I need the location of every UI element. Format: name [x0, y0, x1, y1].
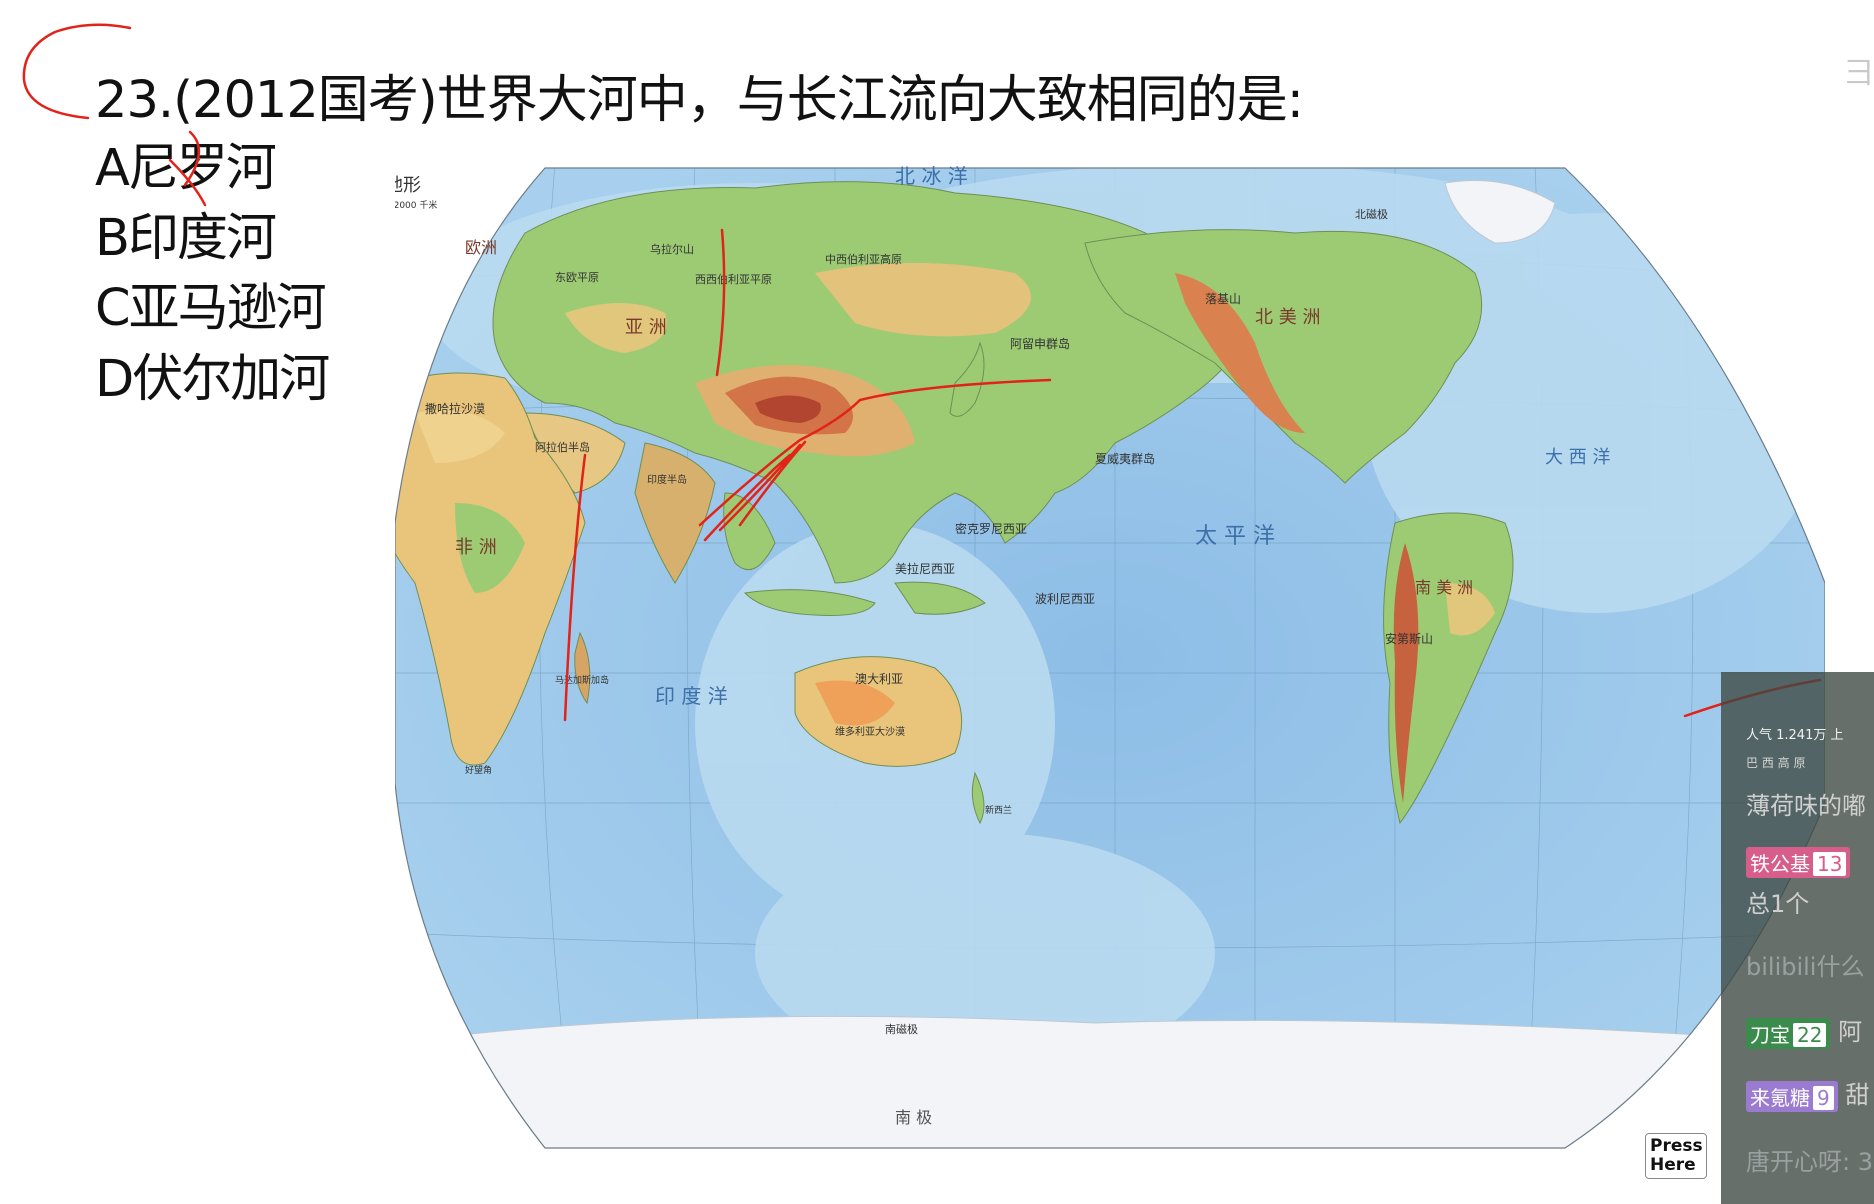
- label-pacific: 太 平 洋: [1195, 524, 1275, 549]
- sahara: [415, 410, 505, 463]
- label-central-siberia: 中西伯利亚高原: [825, 252, 902, 266]
- new-guinea: [894, 581, 986, 615]
- label-new-zealand: 新西兰: [985, 804, 1012, 816]
- label-north-pole-mag: 北磁极: [1355, 207, 1388, 221]
- chat-line-2: 薄荷味的嘟: [1746, 792, 1866, 820]
- option-c[interactable]: C亚马逊河: [95, 279, 327, 338]
- australia-desert: [815, 680, 895, 726]
- legend-scale: 0 2000 千米: [395, 199, 437, 211]
- label-west-siberia: 西西伯利亚平原: [695, 272, 772, 286]
- fan-badge-3: 来氪糖 9: [1746, 1080, 1838, 1112]
- brazil-highlands: [1445, 583, 1495, 636]
- label-arctic-ocean: 北 冰 洋: [895, 164, 968, 188]
- badge1-name: 铁公基: [1750, 852, 1810, 876]
- badge2-text: 阿: [1838, 1018, 1863, 1046]
- badge3-level: 9: [1813, 1085, 1834, 1110]
- label-hawaii: 夏威夷群岛: [1095, 451, 1155, 466]
- label-polynesia: 波利尼西亚: [1035, 592, 1095, 606]
- legend-title: 地形: [395, 175, 421, 196]
- chat-line-badge1: 铁公基 13: [1746, 847, 1851, 878]
- label-rockies: 落基山: [1205, 292, 1241, 306]
- label-melanesia: 美拉尼西亚: [895, 561, 955, 576]
- label-cape: 好望角: [465, 764, 492, 776]
- chat-line-badge3: 来氪糖 9 甜: [1746, 1075, 1869, 1112]
- chat-line-5: 唐开心呀: 3: [1746, 1148, 1873, 1176]
- map-svg: 地形 0 2000 千米 北 冰 洋 太 平 洋 印 度 洋 大 西 洋 南 极…: [395, 164, 1825, 1149]
- label-ural: 乌拉尔山: [650, 242, 694, 256]
- option-a[interactable]: A尼罗河: [95, 139, 277, 198]
- live-chat-panel[interactable]: 人气 1.241万 上 巴 西 高 原 薄荷味的嘟 铁公基 13 总1个 bili…: [1721, 672, 1874, 1204]
- south-america: [1383, 512, 1514, 825]
- label-andes: 安第斯山: [1385, 631, 1433, 646]
- label-australia: 澳大利亚: [855, 672, 903, 686]
- popularity-count: 人气 1.241万 上: [1746, 728, 1844, 743]
- label-africa: 非 洲: [455, 537, 497, 558]
- central-siberia-plateau: [815, 263, 1031, 337]
- option-d[interactable]: D伏尔加河: [95, 350, 330, 409]
- label-antarctica: 南 极: [895, 1108, 932, 1127]
- world-map: 地形 0 2000 千米 北 冰 洋 太 平 洋 印 度 洋 大 西 洋 南 极…: [395, 163, 1825, 1153]
- badge1-level: 13: [1813, 852, 1847, 876]
- option-b[interactable]: B印度河: [95, 209, 277, 268]
- badge3-name: 来氪糖: [1750, 1085, 1810, 1110]
- new-zealand: [971, 771, 985, 825]
- label-madagascar: 马达加斯加岛: [555, 674, 609, 686]
- congo-basin: [455, 503, 525, 593]
- greenland: [1444, 180, 1556, 244]
- label-aleutian: 阿留申群岛: [1010, 336, 1070, 351]
- rocky-mountains: [1175, 273, 1305, 433]
- chat-line-4: bilibili什么: [1746, 953, 1865, 981]
- label-europe: 欧洲: [465, 238, 497, 257]
- badge2-level: 22: [1793, 1022, 1827, 1047]
- india: [634, 442, 716, 584]
- press-here-line1: Press: [1650, 1136, 1703, 1156]
- label-indian-ocean: 印 度 洋: [655, 684, 728, 708]
- badge3-text: 甜: [1845, 1081, 1870, 1109]
- label-north-america: 北 美 洲: [1255, 307, 1320, 328]
- chat-line-1: 巴 西 高 原: [1746, 756, 1806, 770]
- chat-line-3: 总1个: [1746, 890, 1810, 918]
- label-atlantic: 大 西 洋: [1545, 447, 1610, 468]
- label-india: 印度半岛: [647, 473, 687, 486]
- label-south-america: 南 美 洲: [1415, 578, 1473, 597]
- press-here-button[interactable]: Press Here: [1645, 1133, 1707, 1179]
- label-micronesia: 密克罗尼西亚: [955, 521, 1027, 536]
- andes: [1393, 543, 1419, 803]
- question-title: 23.(2012国考)世界大河中，与长江流向大致相同的是:: [95, 71, 1304, 130]
- label-great-desert: 维多利亚大沙漠: [835, 725, 905, 738]
- fan-badge-1: 铁公基 13: [1746, 847, 1851, 878]
- fan-badge-2: 刀宝 22: [1746, 1017, 1831, 1049]
- label-asia: 亚 洲: [625, 317, 667, 338]
- label-sahara: 撒哈拉沙漠: [425, 401, 485, 416]
- press-here-line2: Here: [1650, 1155, 1696, 1175]
- label-east-europe: 东欧平原: [555, 271, 599, 284]
- map-border: [395, 167, 1825, 1149]
- label-arabia: 阿拉伯半岛: [535, 440, 590, 454]
- chat-line-badge2: 刀宝 22 阿: [1746, 1012, 1862, 1049]
- label-south-pole-mag: 南磁极: [885, 1022, 918, 1036]
- siberia-upland: [565, 303, 667, 353]
- antarctica: [395, 1015, 1825, 1148]
- indonesia: [743, 589, 876, 616]
- badge2-name: 刀宝: [1750, 1022, 1790, 1047]
- corner-glyph: ⺕: [1844, 56, 1874, 91]
